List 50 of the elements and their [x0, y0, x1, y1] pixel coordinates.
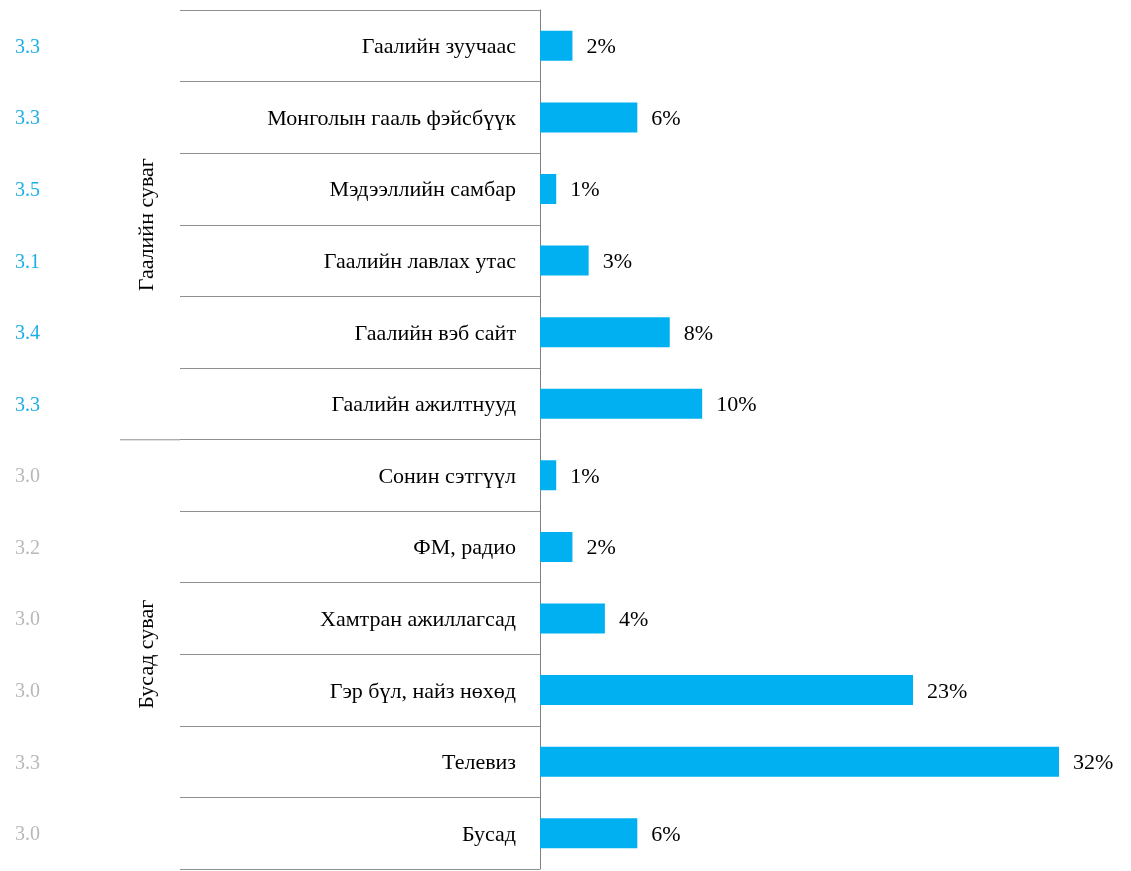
text: 3.3	[15, 750, 40, 773]
text: 3.5	[15, 177, 40, 200]
bar	[540, 245, 589, 276]
bar	[540, 603, 605, 634]
bar	[540, 531, 573, 562]
text: 3.3	[15, 392, 40, 415]
bar	[540, 317, 670, 348]
data-label: 23%	[927, 677, 968, 703]
y-tick-label: Гаалийн ажилтнууд	[331, 391, 516, 417]
data-label: 6%	[651, 820, 681, 846]
bar	[540, 173, 557, 204]
bar	[540, 30, 573, 61]
data-label: 6%	[651, 104, 681, 130]
data-label: 1%	[570, 462, 600, 488]
bar	[540, 818, 638, 849]
text: 3.1	[15, 249, 40, 272]
bar	[540, 460, 557, 491]
data-label: 1%	[570, 176, 600, 202]
data-label: 2%	[586, 534, 616, 560]
text: 3.3	[15, 34, 40, 57]
y-tick-label: Гэр бүл, найз нөхөд	[329, 677, 516, 703]
y-tick-label: Гаалийн зуучаас	[361, 33, 517, 59]
text: 3.0	[15, 679, 40, 702]
data-label: 32%	[1073, 749, 1114, 775]
y-tick-label: Хамтран ажиллагсад	[320, 605, 516, 631]
data-label: 10%	[716, 391, 757, 417]
text: Бусад суваг	[132, 599, 158, 709]
text: 3.0	[15, 607, 40, 630]
y-tick-label: Бусад	[461, 820, 516, 846]
y-tick-label: ФМ, радио	[413, 534, 516, 560]
bar	[540, 675, 914, 706]
bar	[540, 102, 638, 133]
data-label: 3%	[602, 248, 632, 274]
text: 3.0	[15, 464, 40, 487]
y-tick-label: Телевиз	[442, 749, 516, 775]
y-tick-label: Сонин сэтгүүл	[378, 462, 517, 488]
bar	[540, 746, 1059, 777]
y-tick-label: Мэдээллийн самбар	[329, 176, 516, 202]
y-tick-label: Гаалийн вэб сайт	[354, 319, 517, 345]
text: 3.3	[15, 106, 40, 129]
bar	[540, 388, 703, 419]
text: 3.0	[15, 822, 40, 845]
y-tick-label: Монголын гааль фэйсбүүк	[267, 104, 517, 130]
text: 3.4	[15, 321, 40, 344]
text: Гаалийн суваг	[132, 158, 158, 292]
text: 3.2	[15, 535, 40, 558]
y-tick-label: Гаалийн лавлах утас	[323, 248, 517, 274]
data-label: 4%	[618, 605, 649, 631]
data-label: 2%	[586, 33, 616, 59]
data-label: 8%	[683, 319, 714, 345]
